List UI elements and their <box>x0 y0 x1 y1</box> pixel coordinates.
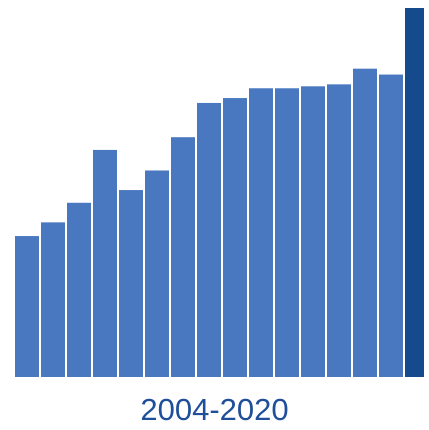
bar-2013 <box>249 88 273 377</box>
bar-2012 <box>223 98 247 378</box>
bar-2010 <box>171 137 195 377</box>
bar-2017 <box>353 68 377 377</box>
bar-2005 <box>41 222 65 377</box>
bar-2018 <box>379 74 403 377</box>
bar-2009 <box>145 170 169 377</box>
bar-2015 <box>301 86 325 378</box>
bar-2019 <box>405 8 424 377</box>
x-axis-label: 2004-2020 <box>140 392 289 427</box>
bar-2006 <box>67 202 91 377</box>
bar-2011 <box>197 102 221 377</box>
bar-2007 <box>93 149 117 377</box>
bar-2014 <box>275 88 299 377</box>
bar-2008 <box>119 190 143 377</box>
bar-2004 <box>15 236 39 377</box>
bar-2016 <box>327 84 351 378</box>
